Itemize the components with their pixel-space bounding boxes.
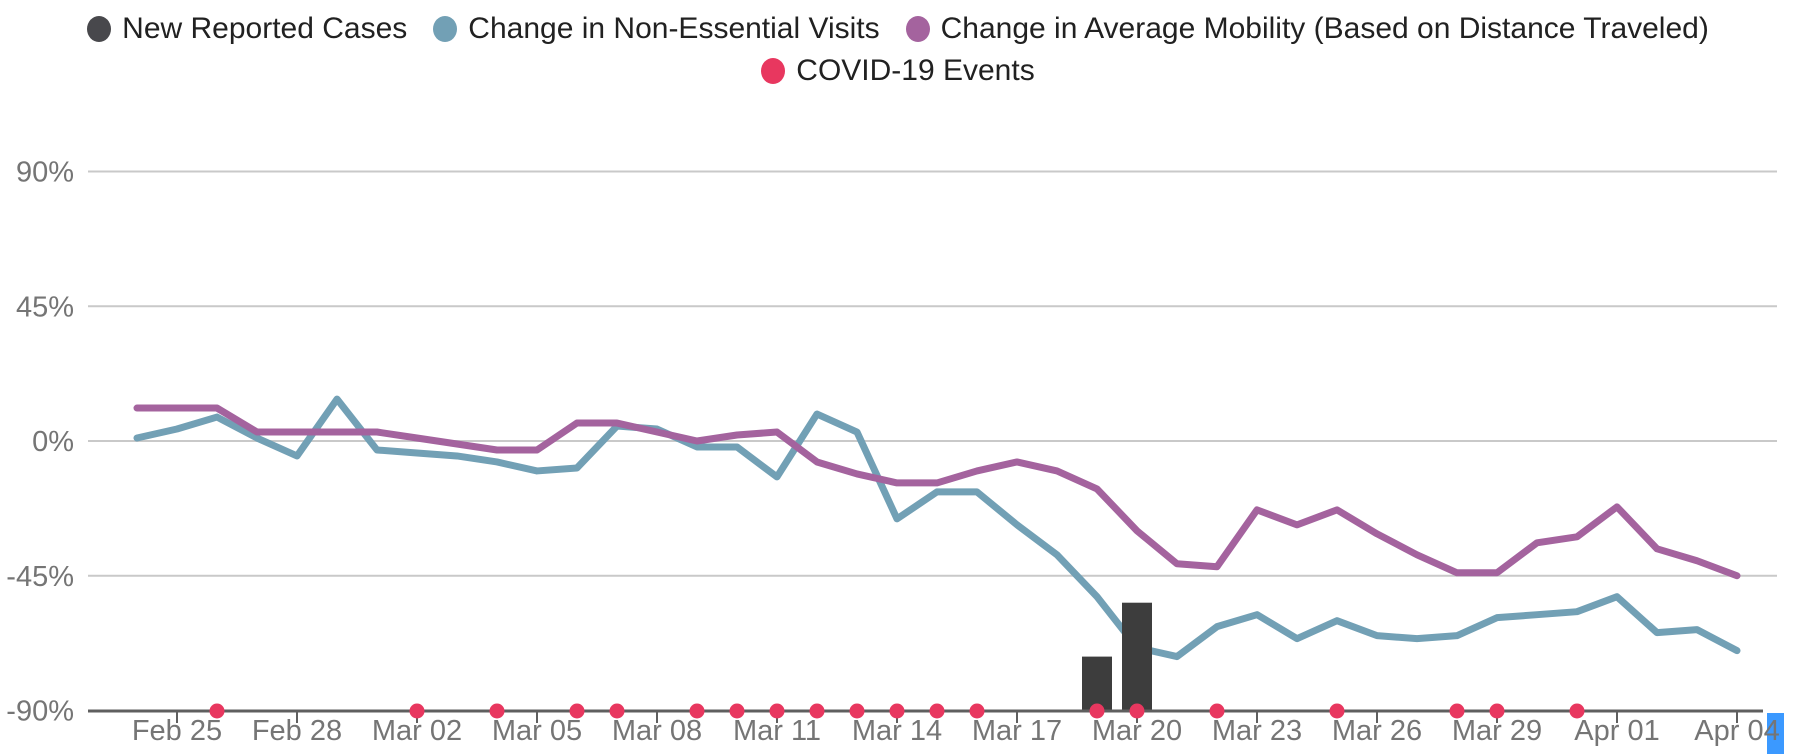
bar-new-reported-cases-mar-19[interactable] bbox=[1082, 656, 1112, 711]
event-dot-mar-07[interactable] bbox=[609, 703, 625, 719]
selection-highlight bbox=[1767, 713, 1784, 754]
x-axis-label-mar-11: Mar 11 bbox=[733, 715, 821, 747]
legend-label: Change in Average Mobility (Based on Dis… bbox=[940, 12, 1709, 45]
legend-label: Change in Non-Essential Visits bbox=[468, 12, 880, 45]
x-axis-label-mar-23: Mar 23 bbox=[1212, 715, 1302, 747]
x-axis-label-mar-08: Mar 08 bbox=[612, 715, 702, 747]
x-axis-label-feb-25: Feb 25 bbox=[132, 715, 222, 747]
event-dot-mar-19[interactable] bbox=[1089, 703, 1105, 719]
legend-marker-non-essential-visits-icon bbox=[433, 16, 458, 42]
y-axis-label-45pct: 45% bbox=[16, 291, 74, 323]
event-dot-mar-13[interactable] bbox=[849, 703, 865, 719]
series-line-average-mobility[interactable] bbox=[133, 404, 1741, 580]
event-dot-mar-22[interactable] bbox=[1209, 703, 1225, 719]
chart-legend: New Reported Cases Change in Non-Essentia… bbox=[0, 12, 1796, 88]
legend-item-new-reported-cases[interactable]: New Reported Cases bbox=[74, 12, 420, 46]
legend-label: New Reported Cases bbox=[122, 12, 408, 45]
event-dot-mar-15[interactable] bbox=[929, 703, 945, 719]
event-dot-mar-25[interactable] bbox=[1329, 703, 1345, 719]
series-line-non-essential-visits[interactable] bbox=[133, 395, 1741, 661]
y-axis-label--90pct: -90% bbox=[6, 696, 74, 728]
x-axis-label-mar-26: Mar 26 bbox=[1332, 715, 1422, 747]
y-axis-label-0pct: 0% bbox=[32, 426, 74, 458]
event-dot-feb-26[interactable] bbox=[209, 703, 225, 719]
x-axis-label-feb-28: Feb 28 bbox=[252, 715, 342, 747]
x-axis-label-apr-04: Apr 04 bbox=[1694, 715, 1779, 747]
x-axis-label-apr-01: Apr 01 bbox=[1574, 715, 1659, 747]
x-axis-label-mar-05: Mar 05 bbox=[492, 715, 582, 747]
legend-item-covid-events[interactable]: COVID-19 Events bbox=[748, 54, 1047, 88]
event-dot-mar-04[interactable] bbox=[489, 703, 505, 719]
bar-new-reported-cases-mar-20[interactable] bbox=[1122, 602, 1152, 711]
x-axis-label-mar-29: Mar 29 bbox=[1452, 715, 1542, 747]
event-dot-mar-06[interactable] bbox=[569, 703, 585, 719]
x-axis-label-mar-14: Mar 14 bbox=[852, 715, 942, 747]
legend-row-2: COVID-19 Events bbox=[748, 54, 1047, 88]
event-dot-mar-11[interactable] bbox=[769, 703, 785, 719]
legend-marker-covid-events-icon bbox=[761, 58, 786, 84]
legend-item-non-essential-visits[interactable]: Change in Non-Essential Visits bbox=[420, 12, 892, 46]
event-dot-mar-20[interactable] bbox=[1129, 703, 1145, 719]
legend-item-average-mobility[interactable]: Change in Average Mobility (Based on Dis… bbox=[893, 12, 1722, 46]
event-dot-mar-02[interactable] bbox=[409, 703, 425, 719]
event-dot-mar-12[interactable] bbox=[809, 703, 825, 719]
legend-row-1: New Reported Cases Change in Non-Essentia… bbox=[74, 12, 1722, 46]
y-axis-label--45pct: -45% bbox=[6, 561, 74, 593]
event-dot-mar-28[interactable] bbox=[1449, 703, 1465, 719]
x-axis-label-mar-17: Mar 17 bbox=[972, 715, 1062, 747]
event-dot-mar-10[interactable] bbox=[729, 703, 745, 719]
y-axis-label-90pct: 90% bbox=[16, 157, 74, 189]
event-dot-mar-14[interactable] bbox=[889, 703, 905, 719]
legend-marker-new-reported-cases-icon bbox=[87, 16, 112, 42]
x-axis-label-mar-02: Mar 02 bbox=[372, 715, 462, 747]
event-dot-mar-29[interactable] bbox=[1489, 703, 1505, 719]
legend-label: COVID-19 Events bbox=[796, 54, 1035, 87]
event-dot-mar-31[interactable] bbox=[1569, 703, 1585, 719]
legend-marker-average-mobility-icon bbox=[905, 16, 930, 42]
x-axis-label-mar-20: Mar 20 bbox=[1092, 715, 1182, 747]
event-dot-mar-16[interactable] bbox=[969, 703, 985, 719]
event-dot-mar-09[interactable] bbox=[689, 703, 705, 719]
